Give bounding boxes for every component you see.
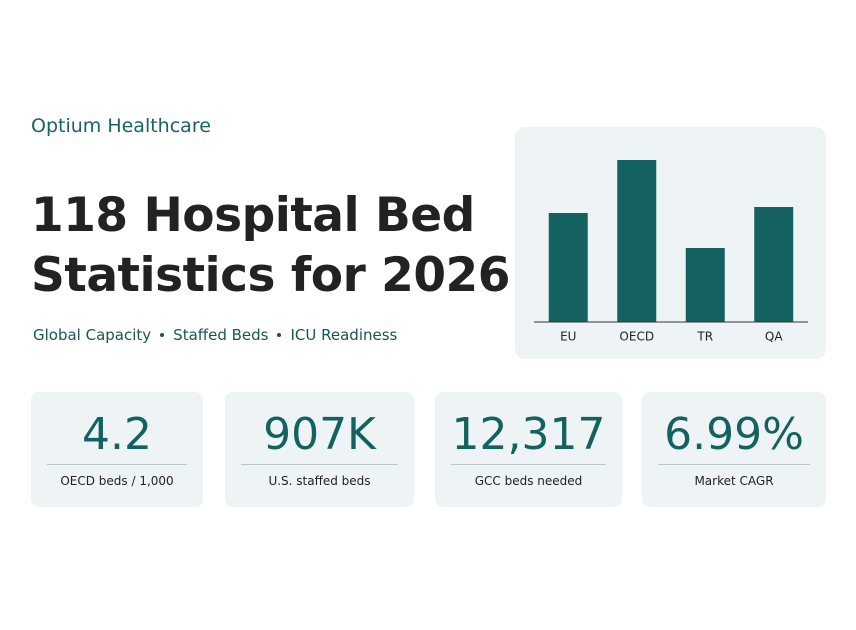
stat-label: U.S. staffed beds: [268, 474, 371, 488]
divider: [47, 464, 187, 465]
x-tick-label: QA: [765, 330, 783, 344]
stat-value: 12,317: [451, 409, 606, 460]
bar: [685, 248, 725, 322]
stat-label: GCC beds needed: [474, 474, 583, 488]
stat-label: OECD beds / 1,000: [60, 474, 174, 488]
bar: [548, 213, 588, 322]
stat-value: 6.99%: [664, 409, 804, 460]
stat-card: 12,317 GCC beds needed: [435, 392, 622, 507]
stat-card: 907K U.S. staffed beds: [225, 392, 414, 507]
divider: [451, 464, 606, 465]
brand: Optium Healthcare: [31, 115, 211, 137]
divider: [241, 464, 398, 465]
subtitle-item: Staffed Beds: [173, 326, 269, 344]
subtitle-item: Global Capacity: [33, 326, 152, 344]
stat-label: Market CAGR: [694, 474, 774, 488]
stat-card: 4.2 OECD beds / 1,000: [31, 392, 203, 507]
title: 118 Hospital Bed Statistics for 2026: [31, 186, 510, 306]
subtitle: Global Capacity Staffed Beds ICU Readine…: [33, 326, 397, 344]
x-tick-label: EU: [560, 330, 576, 344]
stat-card: 6.99% Market CAGR: [642, 392, 826, 507]
divider: [658, 464, 810, 465]
bar: [617, 160, 657, 322]
subtitle-item: ICU Readiness: [290, 326, 398, 344]
separator: [277, 333, 282, 337]
title-line: 118 Hospital Bed: [31, 188, 475, 243]
stat-value: 4.2: [82, 409, 152, 460]
separator: [160, 333, 165, 337]
bar: [754, 207, 794, 322]
x-tick-label: TR: [696, 330, 713, 344]
stat-value: 907K: [263, 409, 376, 460]
x-tick-label: OECD: [619, 330, 654, 344]
title-line: Statistics for 2026: [31, 248, 510, 303]
